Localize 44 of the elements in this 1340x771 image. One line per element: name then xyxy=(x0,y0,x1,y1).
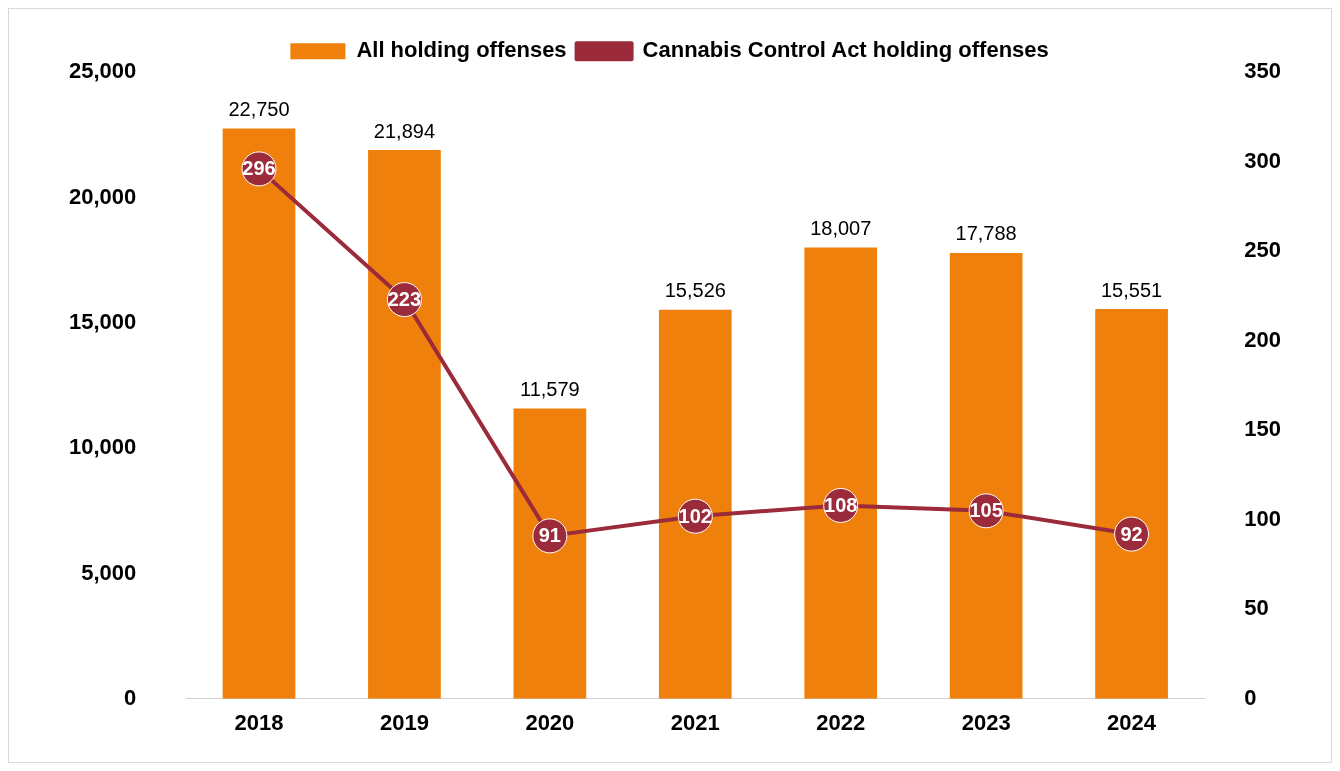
data-label: 102 xyxy=(678,504,712,527)
y-tick-label: 10,000 xyxy=(68,434,137,460)
bar xyxy=(949,252,1023,699)
y2-tick-label: 250 xyxy=(1244,237,1282,263)
bar xyxy=(658,309,732,699)
y-tick-label: 0 xyxy=(124,684,137,710)
bar xyxy=(513,408,587,699)
bar xyxy=(222,128,296,699)
x-tick-label: 2024 xyxy=(1107,710,1157,736)
data-label: 223 xyxy=(387,288,422,311)
data-label: 296 xyxy=(242,157,276,180)
x-tick-label: 2022 xyxy=(816,710,866,736)
legend-label: All holding offenses xyxy=(356,37,567,63)
y-tick-label: 20,000 xyxy=(68,183,137,209)
y-tick-label: 5,000 xyxy=(81,559,137,585)
data-label: 91 xyxy=(538,524,561,547)
bar xyxy=(1095,309,1168,699)
bar xyxy=(804,247,878,699)
y2-tick-label: 350 xyxy=(1244,58,1282,84)
x-tick-label: 2019 xyxy=(379,710,429,736)
x-tick-label: 2018 xyxy=(234,710,284,736)
data-label: 15,551 xyxy=(1100,278,1163,301)
x-tick-label: 2020 xyxy=(525,710,575,736)
x-tick-label: 2023 xyxy=(961,710,1011,736)
data-label: 22,750 xyxy=(228,98,290,121)
data-label: 17,788 xyxy=(955,222,1017,245)
data-label: 18,007 xyxy=(810,216,872,239)
data-label: 21,894 xyxy=(373,119,436,142)
data-label: 105 xyxy=(969,499,1003,522)
data-label: 11,579 xyxy=(520,378,580,401)
bar xyxy=(368,150,441,699)
data-label: 108 xyxy=(824,493,858,516)
y2-tick-label: 150 xyxy=(1244,416,1282,442)
data-label: 15,526 xyxy=(664,279,726,302)
legend-label: Cannabis Control Act holding offenses xyxy=(642,37,1049,63)
x-tick-label: 2021 xyxy=(670,710,720,736)
y-tick-label: 25,000 xyxy=(68,58,137,84)
y2-tick-label: 300 xyxy=(1244,147,1282,173)
y2-tick-label: 0 xyxy=(1244,684,1257,710)
data-label: 92 xyxy=(1120,522,1143,545)
y2-tick-label: 100 xyxy=(1244,505,1282,531)
y2-tick-label: 200 xyxy=(1244,326,1282,352)
y2-tick-label: 50 xyxy=(1244,595,1269,621)
y-tick-label: 15,000 xyxy=(68,308,137,334)
